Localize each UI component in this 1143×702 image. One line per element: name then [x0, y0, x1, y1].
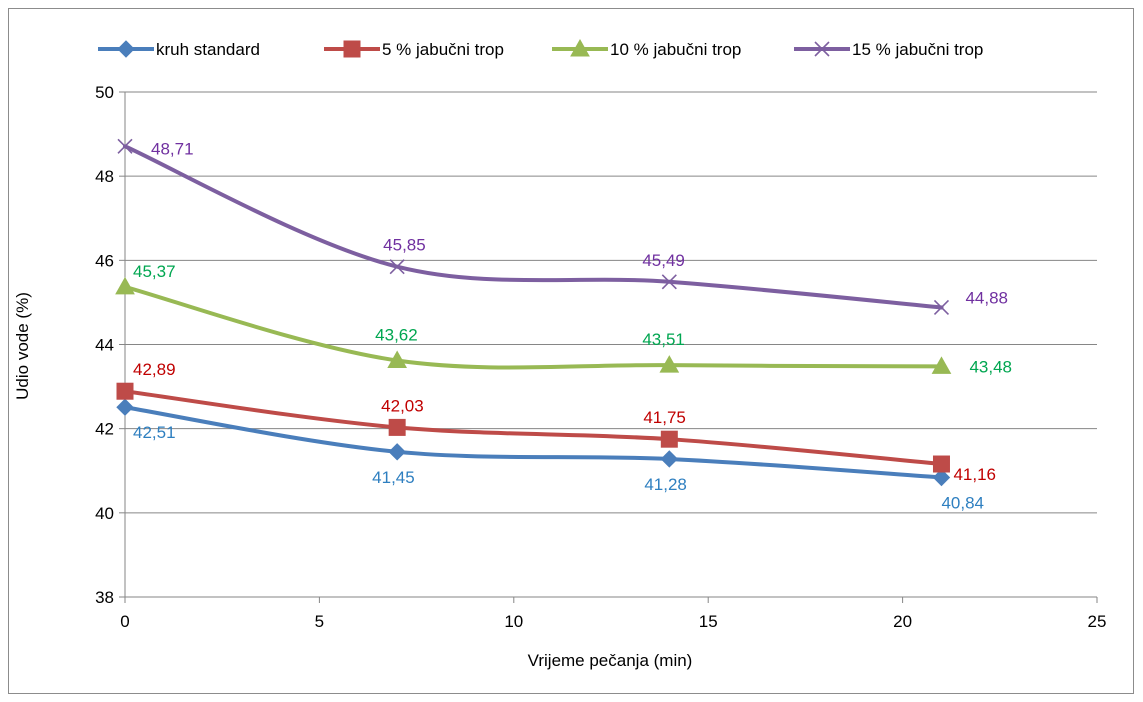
data-label: 48,71: [151, 139, 194, 158]
data-label: 40,84: [941, 493, 984, 512]
data-label: 41,16: [953, 465, 996, 484]
data-point-marker: [661, 431, 677, 447]
legend-item: 10 % jabučni trop: [552, 40, 741, 59]
x-tick-label: 0: [120, 612, 129, 631]
data-label: 45,85: [383, 236, 426, 255]
y-tick-label: 46: [95, 251, 114, 270]
gridlines: [125, 92, 1097, 597]
x-tick-label: 15: [699, 612, 718, 631]
data-label: 41,75: [643, 408, 686, 427]
y-tick-label: 48: [95, 167, 114, 186]
data-label: 43,62: [375, 325, 418, 344]
data-label: 41,28: [644, 475, 687, 494]
data-label: 42,03: [381, 396, 424, 415]
data-label: 41,45: [372, 468, 415, 487]
legend-item: 15 % jabučni trop: [794, 40, 983, 59]
y-axis-title: Udio vode (%): [13, 292, 32, 400]
data-point-marker: [116, 278, 134, 294]
data-point-marker: [389, 419, 405, 435]
data-label: 44,88: [965, 288, 1008, 307]
data-point-marker: [389, 444, 405, 460]
data-label: 42,51: [133, 423, 176, 442]
legend-swatch-marker: [118, 41, 134, 57]
legend-label: kruh standard: [156, 40, 260, 59]
x-tick-label: 5: [315, 612, 324, 631]
y-tick-label: 44: [95, 336, 114, 355]
legend-swatch-marker: [344, 41, 360, 57]
y-tick-label: 38: [95, 588, 114, 607]
legend: kruh standard 5 % jabučni trop 10 % jabučn…: [98, 40, 983, 59]
legend-label: 5 % jabučni trop: [382, 40, 504, 59]
axes: 38 40 42 44 46 48 50 0 5 10 15 20 25: [95, 83, 1106, 631]
series-line: [125, 407, 941, 477]
series-lines: [125, 146, 941, 477]
data-label: 43,51: [642, 330, 685, 349]
data-label: 45,37: [133, 262, 176, 281]
legend-label: 15 % jabučni trop: [852, 40, 983, 59]
data-point-marker: [117, 383, 133, 399]
x-tick-label: 20: [893, 612, 912, 631]
y-tick-label: 50: [95, 83, 114, 102]
x-axis-title: Vrijeme pečanja (min): [528, 651, 693, 670]
x-tick-label: 25: [1088, 612, 1107, 631]
data-point-marker: [661, 451, 677, 467]
data-label: 42,89: [133, 360, 176, 379]
data-label: 43,48: [969, 357, 1012, 376]
series-line: [125, 146, 941, 307]
y-tick-label: 40: [95, 504, 114, 523]
data-point-marker: [117, 399, 133, 415]
data-point-marker: [933, 456, 949, 472]
legend-item: 5 % jabučni trop: [324, 40, 504, 59]
legend-label: 10 % jabučni trop: [610, 40, 741, 59]
legend-item: kruh standard: [98, 40, 260, 59]
data-label: 45,49: [642, 251, 685, 270]
y-tick-label: 42: [95, 420, 114, 439]
series-line: [125, 287, 941, 368]
x-tick-label: 10: [504, 612, 523, 631]
